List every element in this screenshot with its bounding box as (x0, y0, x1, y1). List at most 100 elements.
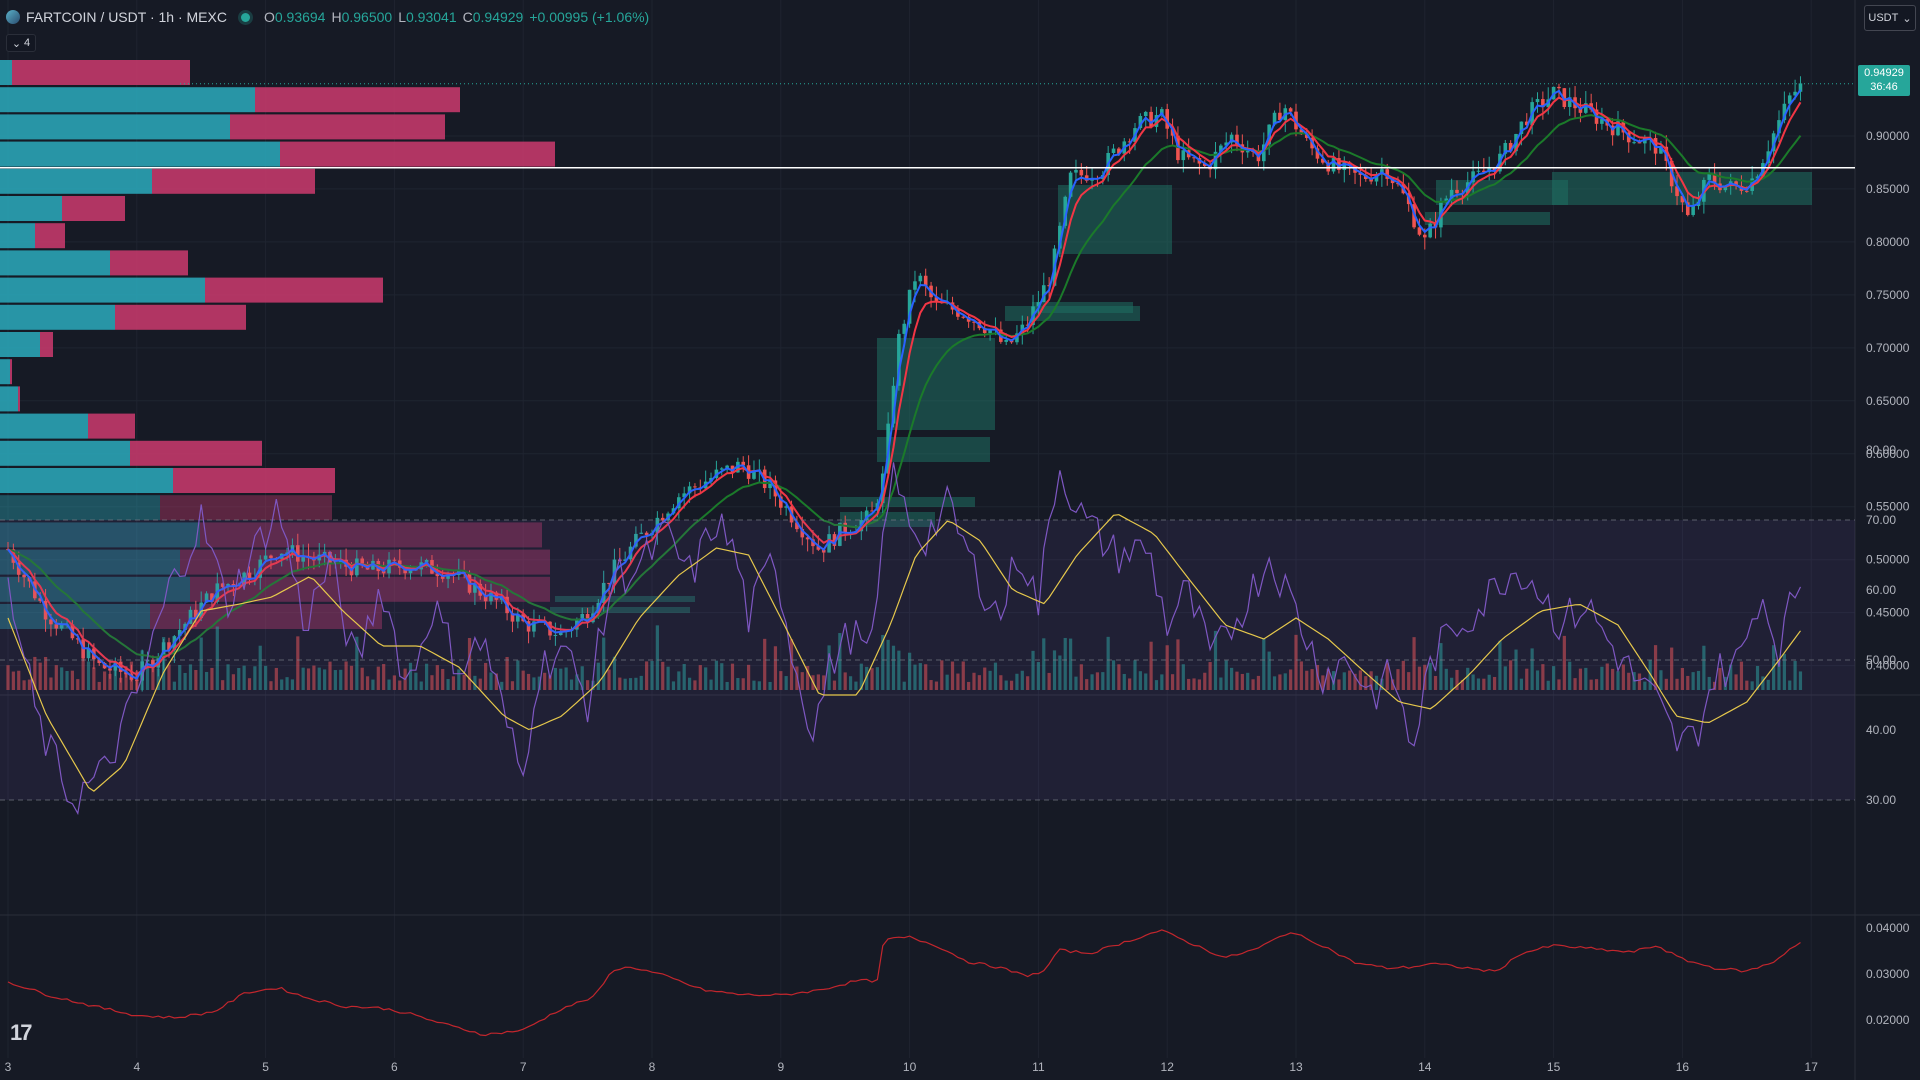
volume-bar (1283, 673, 1287, 690)
volume-bar (349, 665, 354, 690)
volume-bar (81, 642, 85, 690)
candle-body (1063, 196, 1068, 226)
volume-bar (553, 667, 557, 690)
volume-bar (1192, 678, 1196, 690)
candle-body (1224, 142, 1229, 146)
candle-body (1423, 234, 1427, 238)
volume-bar (671, 681, 676, 690)
ohlc-low: L0.93041 (398, 9, 457, 25)
volume-bar (1562, 635, 1566, 690)
volume-bar (1605, 663, 1609, 690)
candle-body (397, 560, 402, 568)
volume-bar (1788, 680, 1792, 690)
volume-bar (1369, 671, 1373, 690)
volume-bar (816, 674, 820, 690)
price-change: +0.00995 (+1.06%) (529, 9, 650, 25)
volume-bar (1219, 677, 1223, 690)
vp-row-sell (152, 168, 315, 194)
volume-bar (156, 668, 160, 690)
rsi-tick-label: 40.00 (1866, 723, 1896, 737)
candle-body (913, 281, 917, 290)
volume-bar (972, 672, 976, 690)
currency-selector[interactable]: USDT ⌄ (1864, 5, 1916, 31)
volume-bar (795, 666, 799, 690)
candle-body (553, 635, 558, 637)
candle-body (693, 486, 697, 488)
last-price: 0.94929 (1864, 67, 1904, 79)
volume-bar (1798, 671, 1803, 690)
candle-body (301, 555, 305, 562)
candle-body (821, 549, 826, 553)
ohlc-close: C0.94929 (462, 9, 524, 25)
candle-body (1321, 158, 1325, 163)
volume-bar (1380, 678, 1384, 690)
tradingview-logo-icon[interactable]: 17 (10, 1020, 33, 1045)
volume-bar (253, 666, 257, 690)
candle-body (1304, 134, 1309, 138)
volume-bar (1686, 675, 1690, 690)
volume-bar (301, 667, 305, 690)
volume-bar (1589, 679, 1593, 690)
rsi-axis: 30.00 40.00 50.00 60.00 70.00 80.00 (1866, 443, 1896, 807)
volume-bar (178, 665, 182, 690)
symbol-title[interactable]: FARTCOIN / USDT · 1h · MEXC (26, 9, 227, 25)
volume-bar (371, 679, 375, 690)
vp-row-sell (160, 495, 332, 521)
candle-body (558, 631, 563, 636)
vp-row-buy (0, 250, 110, 276)
volume-bar (1702, 645, 1706, 690)
candle-body (741, 461, 746, 466)
atr-tick-label: 0.02000 (1866, 1013, 1910, 1027)
volume-bar (505, 656, 509, 690)
volume-bar (1407, 672, 1411, 690)
volume-bar (1729, 664, 1733, 690)
volume-bar (290, 679, 295, 690)
volume-bar (1637, 673, 1642, 690)
candle-body (118, 661, 123, 672)
candle-body (1707, 173, 1712, 180)
candle-body (805, 537, 810, 540)
volume-bar (655, 625, 659, 690)
volume-bar (151, 660, 155, 690)
volume-bar (800, 672, 804, 690)
volume-bar (6, 665, 10, 690)
volume-bar (1514, 649, 1518, 690)
time-tick-label: 16 (1676, 1060, 1690, 1074)
volume-bar (1181, 664, 1185, 690)
candle-body (902, 323, 907, 334)
volume-bar (1525, 668, 1529, 690)
volume-bar (1251, 679, 1255, 690)
volume-bar (1246, 672, 1250, 690)
indicator-collapse-button[interactable]: ⌄ 4 (6, 34, 36, 52)
demand-zone (1032, 302, 1133, 313)
volume-bar (661, 661, 665, 690)
candle-body (435, 573, 440, 577)
volume-bar (1439, 643, 1443, 690)
vp-row-sell (10, 359, 12, 385)
candle-body (424, 560, 429, 563)
vp-row-sell (280, 141, 555, 167)
volume-bar (924, 664, 928, 690)
volume-bar (548, 675, 552, 690)
volume-bar (725, 681, 729, 690)
volume-bar (1305, 670, 1309, 690)
candle-body (360, 558, 364, 566)
volume-bar (54, 665, 58, 690)
volume-bar (1106, 636, 1110, 690)
volume-bar (1063, 637, 1067, 690)
volume-bar (1079, 664, 1083, 690)
candle-body (113, 661, 118, 671)
chevron-down-icon: ⌄ (11, 37, 22, 50)
rsi-ma-line (7, 514, 1801, 792)
coin-logo-icon (6, 10, 20, 24)
volume-bar (1337, 679, 1341, 690)
volume-bar (1541, 664, 1545, 690)
volume-bar (1165, 645, 1169, 690)
volume-bar (435, 665, 439, 690)
volume-bar (33, 656, 37, 690)
candle-body (1143, 111, 1148, 117)
volume-bar (462, 674, 466, 690)
candle-body (832, 534, 837, 546)
